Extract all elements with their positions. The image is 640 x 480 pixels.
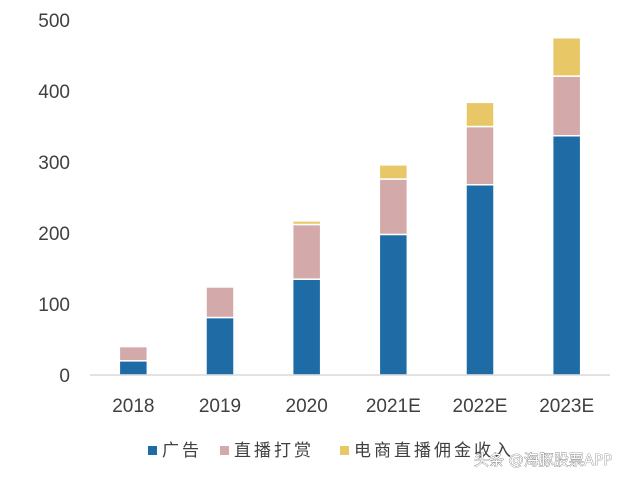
- legend: 广告 直播打赏 电商直播佣金收入: [148, 441, 514, 461]
- bar-series-group: [118, 37, 582, 376]
- y-tick-label: 0: [59, 366, 70, 387]
- bar-segment-2-2021E: [378, 178, 409, 236]
- y-tick-label: 500: [38, 11, 70, 32]
- bar-segment-3-2023E: [551, 37, 582, 77]
- y-axis-ticks: 0 100 200 300 400 500: [38, 11, 70, 387]
- bar-segment-2-2022E: [465, 125, 495, 186]
- y-tick-label: 100: [38, 295, 70, 316]
- x-tick-label: 2020: [286, 396, 328, 417]
- legend-label-1: 广告: [162, 441, 202, 461]
- x-tick-label: 2019: [199, 396, 241, 417]
- y-tick-label: 200: [38, 224, 70, 245]
- bar-segment-1-2018: [118, 360, 149, 376]
- bar-segment-3-2021E: [378, 164, 409, 180]
- x-tick-label: 2023E: [539, 396, 594, 417]
- bar-segment-1-2020: [291, 278, 322, 376]
- watermark-text: 头条 @海豚股票APP: [474, 451, 612, 469]
- bar-segment-3-2020: [291, 220, 322, 226]
- bar-segment-2-2018: [118, 345, 149, 362]
- bar-segment-1-2023E: [551, 134, 582, 376]
- legend-label-2: 直播打赏: [234, 441, 314, 461]
- bar-segment-2-2019: [205, 286, 235, 319]
- bar-segment-2-2023E: [551, 75, 582, 137]
- bar-segment-1-2019: [205, 316, 235, 376]
- legend-swatch-2: [220, 446, 229, 455]
- x-tick-label: 2022E: [453, 396, 508, 417]
- bar-segment-1-2021E: [378, 233, 409, 376]
- bar-segment-1-2022E: [465, 183, 495, 376]
- legend-swatch-3: [340, 446, 349, 455]
- y-tick-label: 300: [38, 153, 70, 174]
- legend-label-3: 电商直播佣金收入: [354, 441, 514, 461]
- bar-segment-3-2022E: [465, 101, 495, 128]
- x-tick-label: 2021E: [366, 396, 421, 417]
- legend-swatch-1: [148, 446, 157, 455]
- x-tick-label: 2018: [112, 396, 154, 417]
- x-axis-ticks: 2018 2019 2020 2021E 2022E 2023E: [112, 396, 594, 417]
- bar-segment-2-2020: [291, 223, 322, 280]
- y-tick-label: 400: [38, 82, 70, 103]
